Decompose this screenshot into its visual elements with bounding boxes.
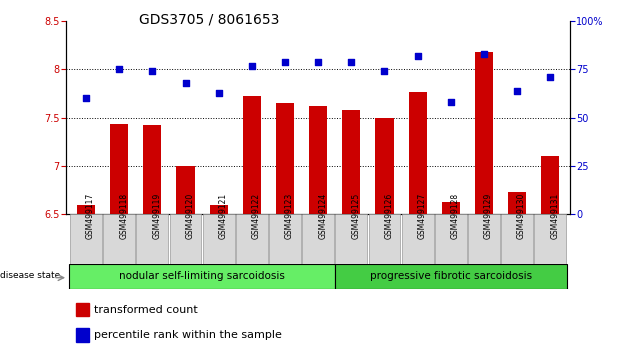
Point — [413, 53, 423, 59]
Point — [313, 59, 323, 64]
Text: GSM499119: GSM499119 — [152, 193, 161, 239]
Text: GDS3705 / 8061653: GDS3705 / 8061653 — [139, 12, 279, 27]
Point — [81, 96, 91, 101]
FancyBboxPatch shape — [402, 214, 433, 264]
Text: GSM499131: GSM499131 — [550, 193, 559, 239]
Point — [280, 59, 290, 64]
FancyBboxPatch shape — [369, 214, 401, 264]
Bar — [309, 106, 327, 214]
Text: GSM499129: GSM499129 — [484, 193, 493, 239]
FancyBboxPatch shape — [103, 214, 135, 264]
FancyBboxPatch shape — [501, 214, 533, 264]
Text: progressive fibrotic sarcoidosis: progressive fibrotic sarcoidosis — [370, 272, 532, 281]
Bar — [143, 125, 161, 214]
Text: percentile rank within the sample: percentile rank within the sample — [94, 330, 282, 340]
FancyBboxPatch shape — [70, 214, 102, 264]
Text: GSM499120: GSM499120 — [185, 193, 195, 239]
FancyBboxPatch shape — [534, 214, 566, 264]
Bar — [408, 92, 427, 214]
FancyBboxPatch shape — [335, 214, 367, 264]
Bar — [375, 118, 394, 214]
FancyBboxPatch shape — [302, 214, 334, 264]
Bar — [76, 303, 89, 316]
Text: GSM499127: GSM499127 — [418, 193, 427, 239]
Text: GSM499117: GSM499117 — [86, 193, 95, 239]
Point — [379, 69, 389, 74]
Point — [479, 51, 489, 57]
FancyBboxPatch shape — [468, 214, 500, 264]
FancyBboxPatch shape — [169, 214, 202, 264]
Bar — [541, 156, 559, 214]
Text: GSM499130: GSM499130 — [517, 193, 526, 239]
Text: GSM499124: GSM499124 — [318, 193, 327, 239]
Bar — [77, 205, 95, 214]
Text: GSM499121: GSM499121 — [219, 193, 227, 239]
Bar — [176, 166, 195, 214]
Text: transformed count: transformed count — [94, 305, 198, 315]
Bar — [243, 97, 261, 214]
Text: disease state: disease state — [0, 271, 60, 280]
Bar — [508, 192, 526, 214]
FancyBboxPatch shape — [203, 214, 234, 264]
Point — [114, 67, 124, 72]
FancyBboxPatch shape — [236, 214, 268, 264]
Bar — [442, 202, 460, 214]
FancyBboxPatch shape — [137, 214, 168, 264]
Bar — [76, 329, 89, 342]
Bar — [276, 103, 294, 214]
Text: GSM499125: GSM499125 — [352, 193, 360, 239]
Point — [147, 69, 158, 74]
Text: GSM499123: GSM499123 — [285, 193, 294, 239]
Point — [247, 63, 257, 68]
Point — [346, 59, 357, 64]
Bar — [475, 52, 493, 214]
FancyBboxPatch shape — [269, 214, 301, 264]
FancyBboxPatch shape — [435, 214, 467, 264]
Text: nodular self-limiting sarcoidosis: nodular self-limiting sarcoidosis — [119, 272, 285, 281]
Bar — [110, 125, 129, 214]
Bar — [210, 205, 228, 214]
Point — [446, 99, 456, 105]
Text: GSM499126: GSM499126 — [384, 193, 394, 239]
FancyBboxPatch shape — [69, 264, 335, 289]
FancyBboxPatch shape — [335, 264, 567, 289]
Point — [512, 88, 522, 93]
Text: GSM499122: GSM499122 — [252, 193, 261, 239]
Point — [180, 80, 190, 86]
Point — [545, 74, 555, 80]
Bar — [342, 110, 360, 214]
Text: GSM499128: GSM499128 — [451, 193, 460, 239]
Point — [214, 90, 224, 96]
Text: GSM499118: GSM499118 — [119, 193, 128, 239]
